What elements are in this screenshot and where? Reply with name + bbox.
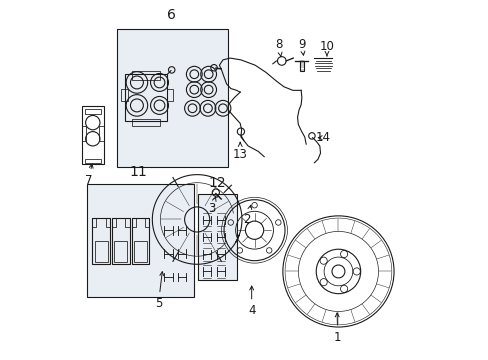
Bar [131, 218, 136, 226]
Bar [131, 71, 160, 80]
Bar [125, 218, 129, 226]
Text: 8: 8 [274, 38, 282, 57]
Bar [94, 241, 107, 262]
Text: 12: 12 [208, 176, 225, 190]
Bar [131, 218, 149, 264]
Text: 2: 2 [243, 205, 251, 226]
Bar [166, 89, 173, 101]
Bar [112, 218, 129, 264]
Bar [82, 126, 86, 140]
Bar [300, 61, 303, 71]
Bar [131, 119, 160, 126]
Text: 10: 10 [319, 40, 334, 56]
Bar [105, 218, 110, 226]
Bar [92, 218, 96, 226]
Text: 6: 6 [166, 8, 175, 22]
Text: 13: 13 [232, 143, 247, 161]
Bar [125, 74, 166, 121]
Text: 11: 11 [130, 165, 147, 179]
Bar [85, 109, 101, 114]
Bar [86, 184, 194, 297]
Bar [92, 218, 110, 264]
Bar [117, 30, 228, 167]
Bar [112, 218, 116, 226]
Text: 4: 4 [247, 286, 255, 318]
Bar [198, 194, 237, 280]
Bar [99, 126, 103, 140]
Text: 9: 9 [298, 38, 305, 55]
Bar [85, 159, 101, 163]
Text: 14: 14 [315, 131, 330, 144]
Bar [121, 89, 128, 101]
Bar [82, 107, 103, 164]
Text: 7: 7 [84, 164, 93, 187]
Bar [134, 241, 147, 262]
Text: 1: 1 [333, 313, 341, 343]
Bar [114, 241, 127, 262]
Bar [145, 218, 149, 226]
Text: 5: 5 [154, 272, 163, 310]
Text: 3: 3 [207, 197, 216, 215]
